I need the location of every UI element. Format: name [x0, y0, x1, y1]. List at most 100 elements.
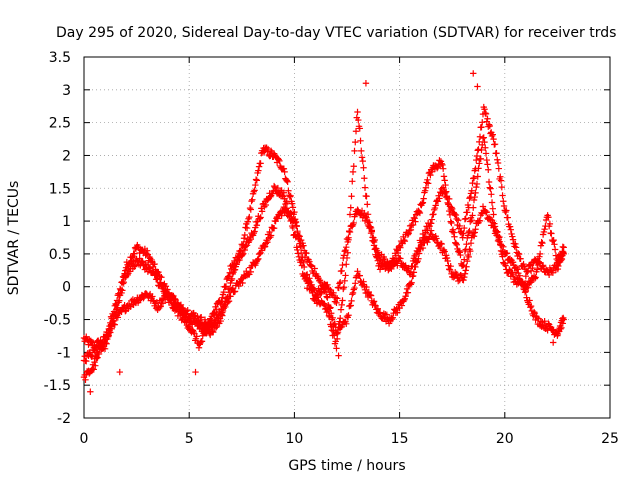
data-point-track-c — [116, 297, 123, 304]
data-point-track-c — [197, 339, 204, 346]
data-point-track-b — [303, 250, 310, 257]
data-point-track-c — [220, 288, 227, 296]
data-point-track-a — [286, 193, 294, 200]
data-point-track-c — [359, 157, 366, 165]
data-point-track-c — [373, 254, 381, 261]
data-point-track-b — [367, 292, 375, 299]
data-point-track-a — [349, 223, 356, 230]
data-point-track-c — [427, 171, 434, 179]
y-tick-label: -1.5 — [44, 378, 71, 394]
chart-title: Day 295 of 2020, Sidereal Day-to-day VTE… — [56, 25, 616, 41]
data-point-track-a — [288, 200, 296, 207]
data-point-track-c — [204, 323, 211, 330]
data-point-track-c — [406, 227, 413, 234]
data-point-track-a — [482, 110, 490, 118]
data-point-track-a — [257, 160, 264, 167]
data-point-track-a — [276, 157, 283, 165]
data-point-track-a — [457, 229, 464, 236]
data-point-track-c — [295, 253, 303, 261]
data-point-track-b — [261, 243, 269, 250]
data-point-track-c — [548, 230, 555, 237]
data-point-track-c — [216, 299, 224, 306]
data-point-track-b — [489, 219, 496, 226]
y-tick-label: 2.5 — [49, 116, 71, 132]
data-point-track-b — [539, 321, 547, 329]
data-point-track-c — [325, 307, 332, 315]
data-point-track-c — [551, 246, 559, 253]
data-point-track-a — [112, 300, 119, 308]
data-point-track-c — [282, 200, 289, 208]
data-point-track-a — [247, 206, 255, 213]
data-point-track-c — [207, 316, 215, 324]
data-point-track-c — [385, 266, 392, 274]
data-point-track-c — [300, 272, 308, 279]
data-point-track-c — [405, 230, 412, 237]
data-point-track-c — [364, 211, 372, 218]
data-point-track-b — [421, 239, 428, 247]
data-point-track-c — [226, 269, 233, 276]
data-point-isolated — [474, 83, 481, 90]
data-point-track-b — [470, 233, 478, 240]
data-point-track-a — [490, 135, 497, 143]
data-point-track-a — [502, 208, 509, 216]
data-point-track-c — [490, 211, 497, 218]
data-point-isolated — [116, 368, 123, 376]
data-point-track-a — [241, 231, 249, 239]
data-point-track-c — [262, 201, 270, 209]
data-point-track-b — [92, 355, 100, 362]
data-point-track-b — [343, 313, 351, 320]
data-point-track-c — [481, 138, 488, 146]
data-point-track-c — [328, 323, 335, 330]
data-point-track-b — [311, 265, 318, 272]
data-point-track-b — [322, 289, 330, 296]
data-point-track-a — [507, 226, 515, 233]
data-point-track-c — [355, 116, 362, 124]
data-point-track-b — [400, 296, 408, 304]
data-point-track-c — [94, 349, 101, 356]
data-point-track-b — [527, 304, 534, 311]
data-point-track-b — [149, 293, 156, 300]
data-point-track-b — [322, 285, 329, 292]
x-tick-label: 20 — [496, 431, 514, 447]
data-point-track-a — [506, 223, 514, 230]
data-point-track-b — [91, 358, 98, 366]
data-point-track-c — [119, 287, 126, 294]
data-point-track-c — [167, 297, 175, 305]
data-point-track-a — [398, 260, 406, 267]
data-point-track-c — [285, 207, 292, 215]
data-point-track-c — [533, 266, 541, 273]
data-point-track-b — [503, 250, 511, 257]
data-point-track-c — [444, 199, 451, 207]
data-point-track-b — [526, 297, 533, 304]
data-point-track-a — [251, 187, 258, 194]
data-point-track-b — [365, 288, 372, 296]
data-point-track-c — [494, 228, 501, 235]
data-point-track-b — [247, 268, 255, 276]
data-point-track-c — [480, 134, 487, 141]
x-tick-label: 10 — [285, 431, 303, 447]
data-point-track-b — [498, 242, 505, 249]
data-point-track-a — [517, 255, 524, 262]
data-point-track-c — [458, 262, 466, 269]
data-point-track-c — [341, 277, 348, 285]
data-point-track-c — [404, 231, 412, 238]
data-point-track-c — [397, 244, 404, 251]
data-point-track-b — [235, 282, 242, 290]
data-point-track-c — [385, 265, 393, 273]
data-point-track-c — [333, 345, 340, 352]
data-point-track-b — [348, 297, 355, 305]
data-point-track-c — [294, 250, 302, 257]
data-point-track-b — [270, 225, 278, 232]
data-point-track-c — [446, 211, 454, 218]
data-point-track-c — [163, 291, 170, 299]
data-point-track-a — [509, 233, 516, 240]
data-point-track-b — [152, 300, 159, 307]
data-point-track-c — [349, 178, 356, 185]
data-point-track-b — [447, 262, 454, 270]
data-point-track-b — [118, 308, 125, 316]
data-point-track-b — [354, 268, 361, 275]
data-point-track-c — [170, 300, 178, 308]
data-point-track-c — [442, 188, 450, 195]
data-point-track-c — [477, 155, 484, 162]
